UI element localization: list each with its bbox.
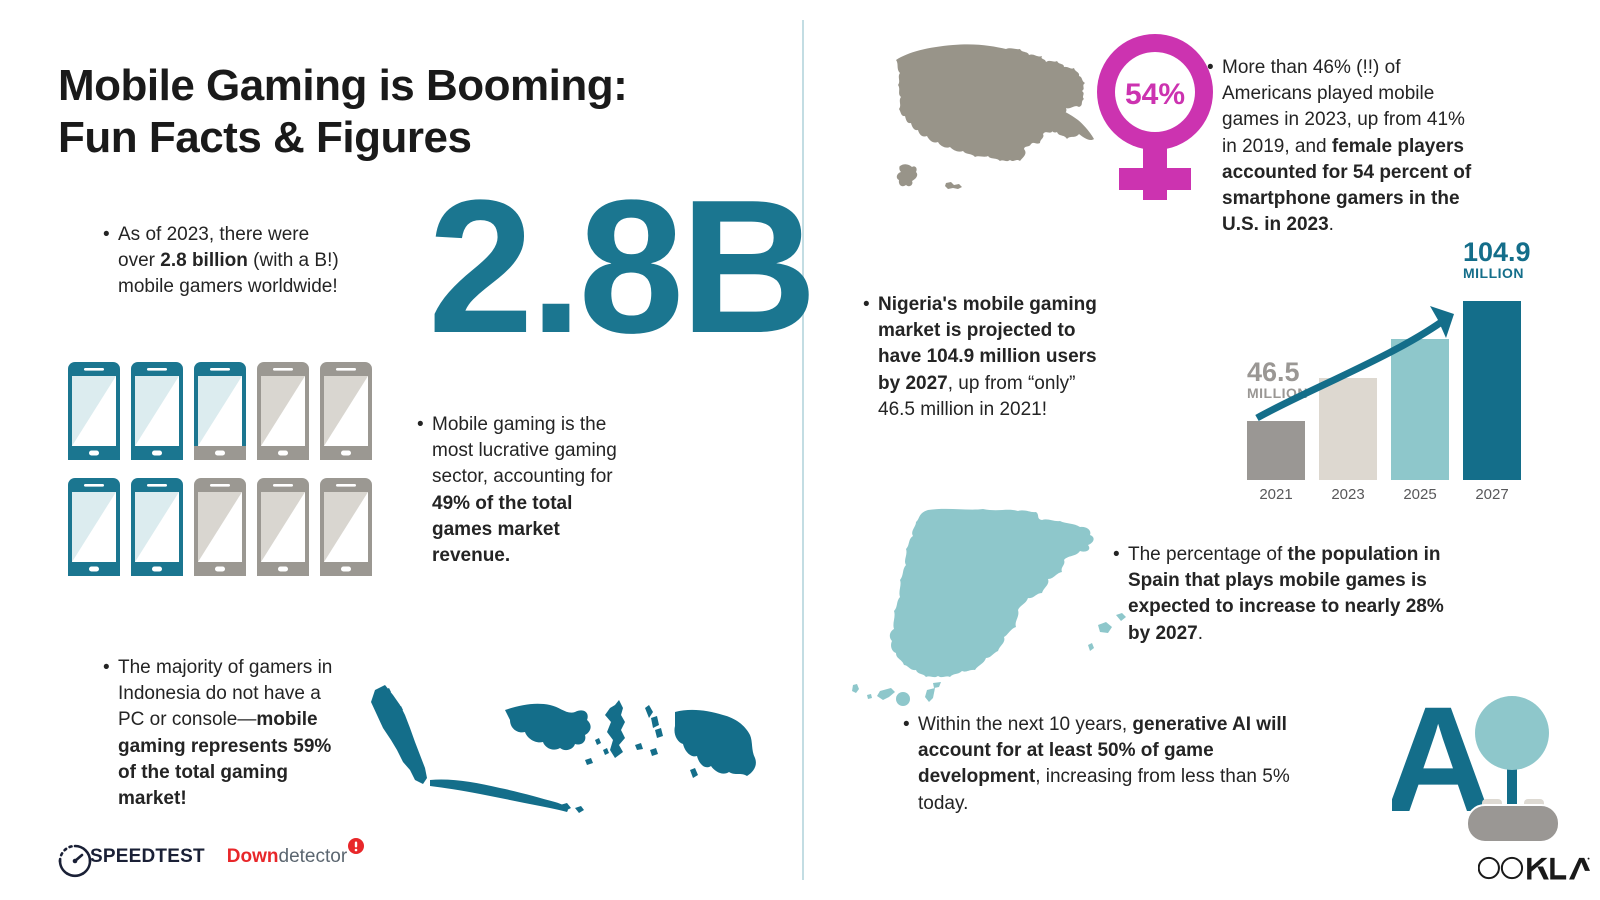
svg-text:54%: 54% xyxy=(1125,78,1185,111)
